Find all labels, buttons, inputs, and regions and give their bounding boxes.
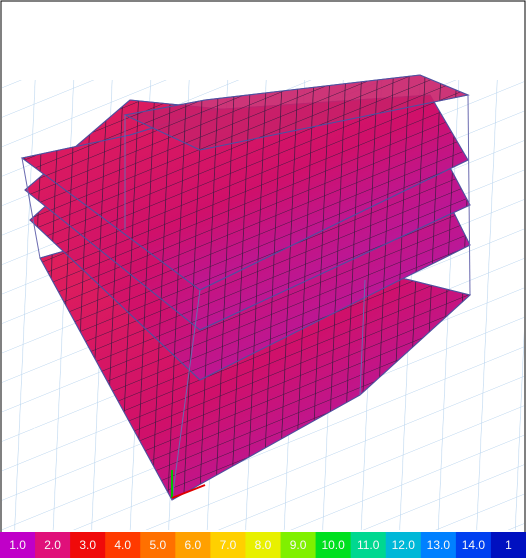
model-view: 1.0 2.0 3.0 4.0 5.0 6.0 7.0 8.0 9.0 10.0 11.0 12.0 1… <box>0 0 526 558</box>
legend-label: 11.0 <box>357 538 380 552</box>
legend-label: 2.0 <box>44 538 61 552</box>
legend-label: 12.0 <box>392 538 416 552</box>
legend-label: 9.0 <box>290 538 307 552</box>
legend-label: 13.0 <box>427 538 451 552</box>
legend-label: 7.0 <box>220 538 237 552</box>
screenshot: 1.0 2.0 3.0 4.0 5.0 6.0 7.0 8.0 9.0 10.0 11.0 12.0 1… <box>0 0 526 558</box>
legend-label: 14.0 <box>462 538 486 552</box>
legend-label: 1.0 <box>9 538 26 552</box>
legend-label: 5.0 <box>149 538 166 552</box>
legend-label: 8.0 <box>255 538 272 552</box>
color-legend: 1.0 2.0 3.0 4.0 5.0 6.0 7.0 8.0 9.0 10.0 11.0 12.0 1… <box>0 532 526 558</box>
legend-label: 4.0 <box>114 538 131 552</box>
legend-label: 1 <box>505 538 512 552</box>
legend-label: 6.0 <box>185 538 202 552</box>
legend-label: 3.0 <box>79 538 96 552</box>
legend-label: 10.0 <box>321 538 345 552</box>
